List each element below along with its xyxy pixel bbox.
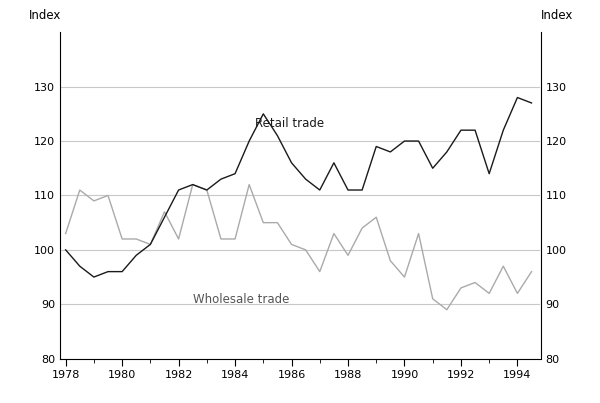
Text: Retail trade: Retail trade bbox=[255, 117, 324, 130]
Text: Index: Index bbox=[541, 9, 573, 23]
Text: Index: Index bbox=[29, 9, 61, 23]
Text: Wholesale trade: Wholesale trade bbox=[193, 293, 289, 306]
